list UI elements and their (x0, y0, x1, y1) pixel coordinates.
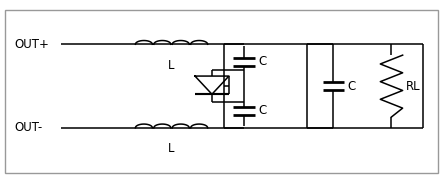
Text: L: L (168, 142, 175, 155)
Text: C: C (258, 55, 267, 68)
Text: L: L (168, 59, 175, 72)
Text: OUT+: OUT+ (14, 38, 49, 51)
Text: C: C (348, 80, 356, 93)
Text: C: C (258, 104, 267, 117)
Text: OUT-: OUT- (14, 121, 43, 134)
FancyBboxPatch shape (5, 10, 439, 173)
Text: RL: RL (406, 80, 420, 93)
